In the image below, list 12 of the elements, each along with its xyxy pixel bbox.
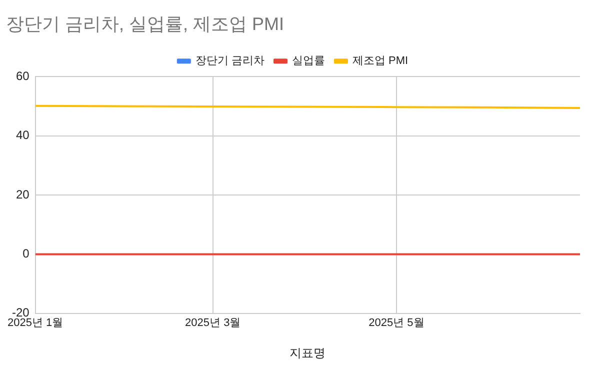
x-axis-title: 지표명 xyxy=(290,346,326,360)
y-tick-label: 0 xyxy=(22,246,30,261)
x-tick-label: 2025년 1월 xyxy=(8,317,64,330)
y-tick-label: 60 xyxy=(16,68,30,83)
y-tick-label: 20 xyxy=(16,187,30,202)
y-tick-label: 40 xyxy=(16,128,30,142)
x-tick-label: 2025년 3월 xyxy=(185,317,241,330)
x-tick-label: 2025년 5월 xyxy=(368,317,424,330)
legend-label: 실업률 xyxy=(292,55,325,68)
chart-title: 장단기 금리차, 실업률, 제조업 PMI xyxy=(6,14,284,34)
legend-label: 장단기 금리차 xyxy=(195,55,264,68)
legend-label: 제조업 PMI xyxy=(352,55,408,68)
